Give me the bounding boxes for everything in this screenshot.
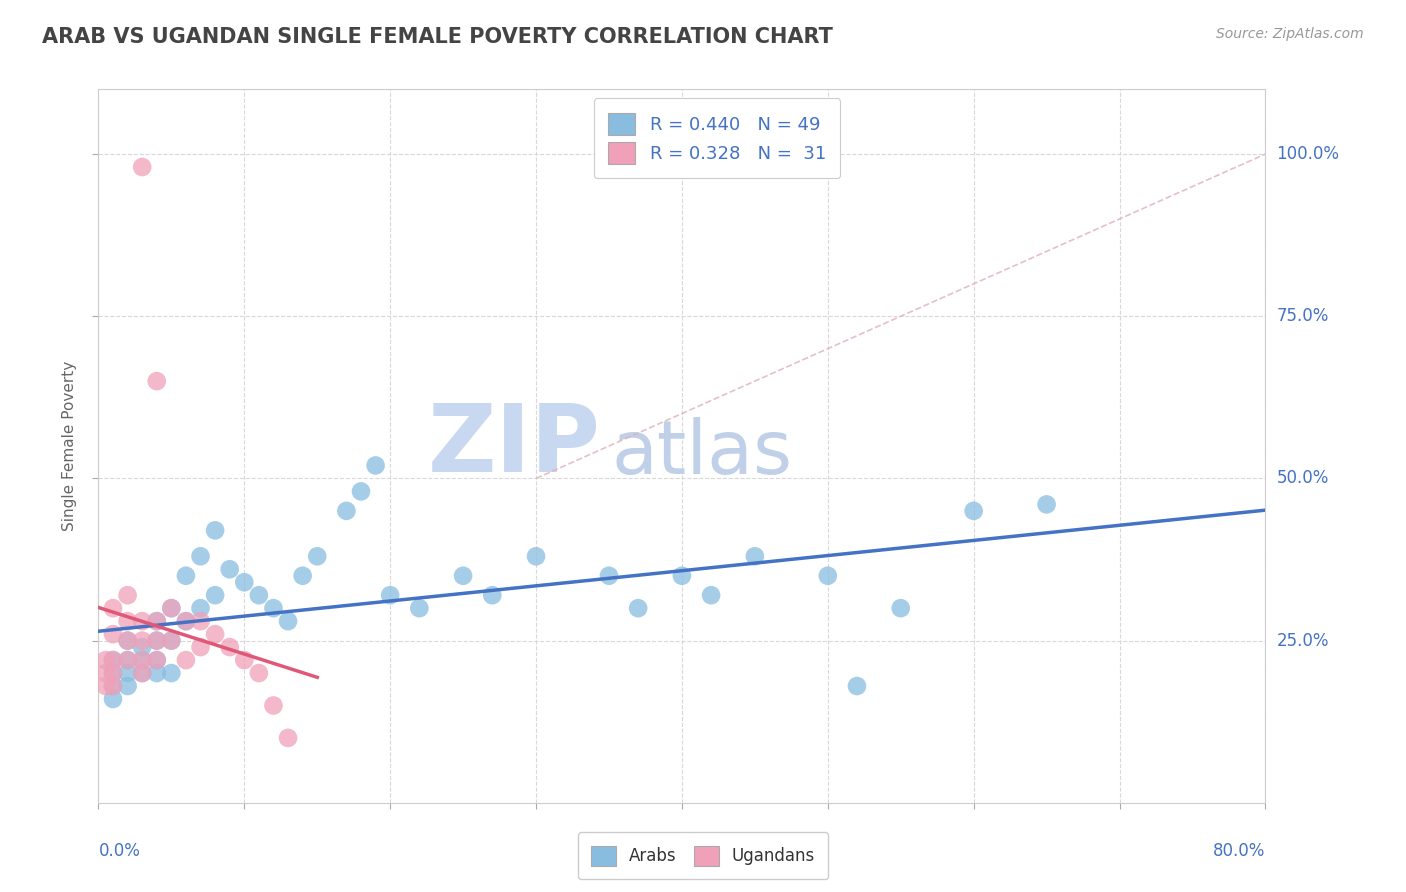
Point — [117, 588, 139, 602]
Point — [846, 679, 869, 693]
Point — [146, 633, 169, 648]
Point — [146, 633, 169, 648]
Point — [204, 588, 226, 602]
Point — [160, 601, 183, 615]
Point — [174, 568, 197, 582]
Point — [204, 524, 226, 538]
Text: 100.0%: 100.0% — [1277, 145, 1340, 163]
Point — [117, 653, 139, 667]
Point — [117, 633, 139, 648]
Point — [117, 679, 139, 693]
Point — [190, 549, 212, 564]
Text: 80.0%: 80.0% — [1213, 842, 1265, 860]
Point — [233, 653, 256, 667]
Point — [146, 614, 169, 628]
Point — [117, 666, 139, 681]
Point — [190, 601, 212, 615]
Point — [627, 601, 650, 615]
Point — [131, 666, 153, 681]
Point — [277, 731, 299, 745]
Point — [101, 666, 124, 681]
Point — [94, 666, 117, 681]
Point — [204, 627, 226, 641]
Point — [131, 640, 153, 654]
Point — [101, 627, 124, 641]
Point — [380, 588, 402, 602]
Text: 75.0%: 75.0% — [1277, 307, 1329, 326]
Point — [146, 666, 169, 681]
Point — [218, 562, 240, 576]
Point — [131, 614, 153, 628]
Point — [146, 653, 169, 667]
Point — [744, 549, 766, 564]
Point — [262, 601, 284, 615]
Point — [291, 568, 314, 582]
Point — [131, 160, 153, 174]
Point — [101, 601, 124, 615]
Point — [962, 504, 984, 518]
Point — [117, 633, 139, 648]
Point — [481, 588, 503, 602]
Point — [146, 653, 169, 667]
Point — [190, 614, 212, 628]
Point — [174, 653, 197, 667]
Text: ARAB VS UGANDAN SINGLE FEMALE POVERTY CORRELATION CHART: ARAB VS UGANDAN SINGLE FEMALE POVERTY CO… — [42, 27, 832, 46]
Legend: R = 0.440   N = 49, R = 0.328   N =  31: R = 0.440 N = 49, R = 0.328 N = 31 — [593, 98, 841, 178]
Point — [1035, 497, 1057, 511]
Point — [146, 374, 169, 388]
Point — [101, 679, 124, 693]
Point — [160, 633, 183, 648]
Point — [101, 653, 124, 667]
Point — [131, 666, 153, 681]
Point — [350, 484, 373, 499]
Point — [131, 633, 153, 648]
Point — [890, 601, 912, 615]
Point — [307, 549, 329, 564]
Point — [131, 653, 153, 667]
Point — [117, 614, 139, 628]
Point — [174, 614, 197, 628]
Point — [364, 458, 387, 473]
Text: 0.0%: 0.0% — [98, 842, 141, 860]
Legend: Arabs, Ugandans: Arabs, Ugandans — [578, 832, 828, 880]
Point — [408, 601, 430, 615]
Point — [101, 653, 124, 667]
Point — [817, 568, 839, 582]
Point — [598, 568, 620, 582]
Point — [174, 614, 197, 628]
Point — [101, 692, 124, 706]
Text: 50.0%: 50.0% — [1277, 469, 1329, 487]
Point — [160, 666, 183, 681]
Point — [218, 640, 240, 654]
Point — [233, 575, 256, 590]
Y-axis label: Single Female Poverty: Single Female Poverty — [62, 361, 77, 531]
Point — [262, 698, 284, 713]
Point — [146, 614, 169, 628]
Point — [451, 568, 474, 582]
Point — [131, 653, 153, 667]
Point — [94, 679, 117, 693]
Text: ZIP: ZIP — [427, 400, 600, 492]
Point — [190, 640, 212, 654]
Point — [277, 614, 299, 628]
Text: atlas: atlas — [612, 417, 793, 490]
Point — [117, 653, 139, 667]
Point — [335, 504, 357, 518]
Point — [671, 568, 693, 582]
Point — [700, 588, 723, 602]
Point — [160, 633, 183, 648]
Point — [247, 666, 270, 681]
Text: Source: ZipAtlas.com: Source: ZipAtlas.com — [1216, 27, 1364, 41]
Point — [101, 666, 124, 681]
Point — [160, 601, 183, 615]
Point — [247, 588, 270, 602]
Point — [101, 679, 124, 693]
Text: 25.0%: 25.0% — [1277, 632, 1329, 649]
Point — [524, 549, 547, 564]
Point — [94, 653, 117, 667]
